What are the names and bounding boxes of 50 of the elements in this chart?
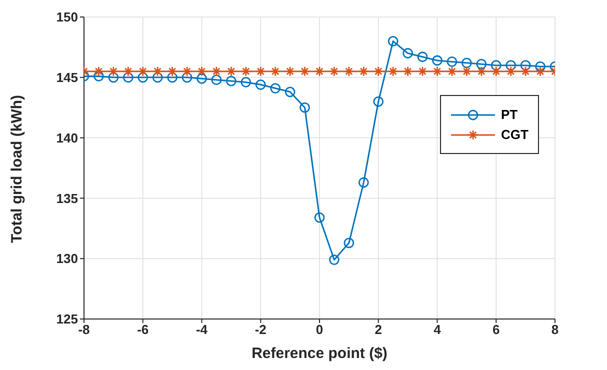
point (417, 52, 428, 62)
point (122, 72, 134, 83)
point (446, 56, 458, 67)
point (329, 254, 340, 266)
point (108, 72, 119, 83)
x-tick-label: -6 (137, 322, 149, 338)
point (284, 86, 296, 98)
point (432, 55, 442, 66)
point (461, 58, 472, 68)
point (196, 73, 207, 84)
point (358, 177, 369, 188)
point (270, 83, 281, 94)
point (373, 96, 384, 107)
x-tick-label: 2 (374, 322, 382, 338)
point (94, 70, 104, 82)
y-tick-label: 150 (56, 10, 78, 25)
x-tick-label: 6 (492, 322, 500, 338)
point (167, 72, 178, 83)
point (388, 36, 398, 46)
x-tick-label: 4 (434, 322, 442, 338)
x-tick-label: -4 (196, 322, 208, 338)
point (344, 238, 354, 248)
point (490, 60, 502, 71)
point (138, 72, 148, 83)
point (255, 79, 266, 90)
x-tick-label: -8 (78, 322, 90, 338)
point (520, 60, 531, 71)
point (226, 76, 236, 86)
x-tick-label: 0 (316, 322, 324, 338)
y-axis-title: Total grid load (kWh) (8, 94, 26, 243)
y-tick-label: 145 (56, 70, 78, 86)
point (152, 72, 163, 83)
point (240, 77, 252, 88)
x-tick-label: -2 (254, 322, 266, 338)
point (535, 61, 546, 72)
point (211, 74, 222, 86)
legend-label: PT (501, 107, 518, 122)
point (300, 102, 310, 113)
point (402, 48, 414, 58)
legend-label: CGT (501, 127, 528, 142)
point (314, 212, 325, 223)
y-tick-label: 140 (56, 130, 78, 146)
point (506, 60, 516, 71)
point (182, 72, 192, 83)
y-tick-label: 125 (56, 312, 78, 327)
y-tick-label: 130 (56, 251, 78, 266)
y-tick-label: 135 (56, 190, 78, 206)
x-tick-label: 8 (551, 322, 559, 338)
x-axis-title: Reference point ($) (252, 345, 388, 362)
point (476, 58, 487, 70)
